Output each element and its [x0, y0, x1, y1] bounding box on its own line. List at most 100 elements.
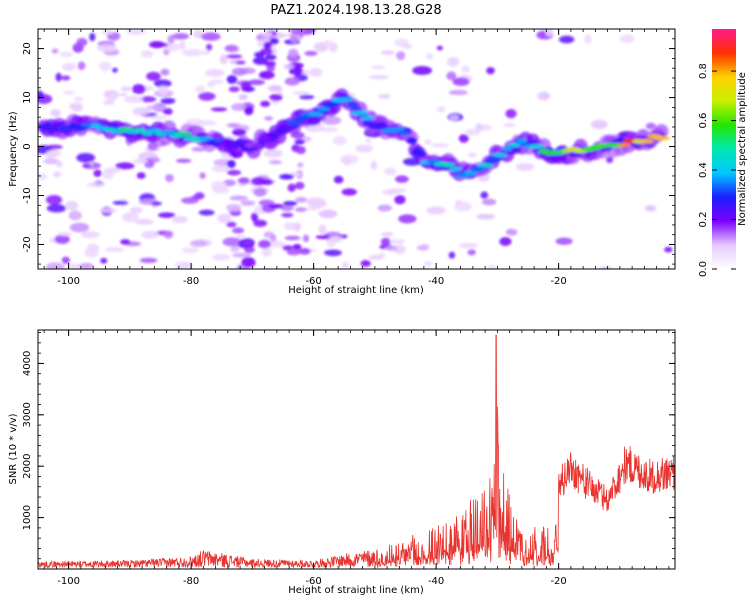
spectrogram-noise-cell — [209, 79, 225, 85]
spectrogram-noise-cell — [288, 48, 299, 58]
spectrogram-noise-cell — [286, 248, 301, 256]
spectrogram-ridge-core — [317, 106, 330, 112]
spectrogram-noise-cell — [449, 114, 460, 121]
spectrogram-noise-cell — [423, 261, 433, 267]
spectrogram-x-tick-label: -40 — [428, 276, 444, 287]
spectrogram-ridge-core — [529, 144, 545, 149]
spectrogram-noise-cell — [319, 127, 339, 133]
spectrogram-noise-cell — [288, 67, 304, 75]
spectrogram-noise-cell — [82, 163, 92, 169]
spectrogram-noise-cell — [198, 209, 215, 216]
spectrogram-noise-cell — [308, 67, 323, 77]
spectrogram-noise-cell — [294, 181, 305, 190]
spectrogram-ridge-core — [68, 123, 79, 129]
spectrogram-noise-cell — [112, 200, 129, 206]
spectrogram-noise-cell — [448, 251, 456, 259]
spectrogram-noise-cell — [232, 252, 252, 258]
spectrogram-ridge-core — [652, 135, 671, 141]
spectrogram-noise-cell — [381, 232, 394, 237]
spectrogram-noise-cell — [298, 247, 311, 255]
spectrogram-noise-cell — [53, 171, 62, 178]
spectrogram-noise-cell — [160, 68, 170, 76]
spectrogram-noise-cell — [458, 134, 469, 143]
spectrogram-noise-cell — [318, 209, 338, 219]
spectrogram-noise-cell — [232, 128, 247, 137]
spectrogram-noise-cell — [283, 64, 295, 69]
snr-x-axis-label: Height of straight line (km) — [288, 585, 424, 596]
snr-x-tick-label: -40 — [428, 576, 444, 587]
spectrogram-ridge-core — [492, 152, 508, 158]
spectrogram-noise-cell — [537, 91, 551, 101]
spectrogram-noise-cell — [139, 96, 157, 103]
spectrogram-noise-cell — [104, 89, 120, 100]
spectrogram-noise-cell — [464, 128, 481, 136]
spectrogram-noise-cell — [297, 162, 304, 168]
snr-x-tick-label: -60 — [305, 576, 321, 587]
spectrogram-noise-cell — [270, 234, 277, 243]
spectrogram-noise-cell — [283, 221, 296, 231]
spectrogram-noise-cell — [84, 247, 99, 258]
spectrogram-noise-cell — [120, 86, 132, 92]
spectrogram-noise-cell — [100, 257, 108, 264]
spectrogram-noise-cell — [240, 200, 256, 206]
spectrogram-ridge-core — [176, 131, 192, 137]
spectrogram-noise-cell — [210, 107, 228, 112]
spectrogram-noise-cell — [56, 160, 63, 168]
spectrogram-x-tick-label: -100 — [57, 276, 80, 287]
spectrogram-x-tick-label: -60 — [305, 276, 321, 287]
spectrogram-noise-cell — [163, 231, 173, 239]
spectrogram-ridge-core — [463, 170, 478, 176]
spectrogram-noise-cell — [237, 177, 250, 184]
spectrogram-noise-cell — [45, 194, 63, 205]
spectrogram-noise-cell — [368, 75, 389, 80]
spectrogram-ridge-core — [259, 136, 270, 142]
spectrogram-noise-cell — [258, 70, 275, 80]
spectrogram-noise-cell — [294, 139, 306, 145]
spectrogram-noise-cell — [584, 34, 592, 44]
spectrogram-noise-cell — [396, 51, 406, 61]
spectrogram-y-tick-label: 0 — [22, 143, 33, 149]
spectrogram-noise-cell — [191, 146, 206, 152]
snr-x-tick-label: -80 — [183, 576, 199, 587]
colorbar-ticks: 0.0 0.2 0.4 0.6 0.8 — [698, 63, 736, 277]
spectrogram-noise-cell — [290, 29, 305, 35]
spectrogram-noise-cell — [360, 260, 371, 267]
spectrogram-noise-cell — [71, 102, 83, 113]
spectrogram-noise-cell — [160, 97, 176, 105]
spectrogram-noise-cell — [77, 61, 86, 71]
spectrogram-ridge-core — [501, 146, 513, 152]
spectrogram-ridge-core — [639, 138, 654, 144]
spectrogram-noise-cell — [505, 109, 517, 119]
colorbar: 0.0 0.2 0.4 0.6 0.8 Normalized spectral ampl… — [698, 29, 748, 277]
spectrogram-noise-cell — [165, 174, 174, 183]
spectrogram-noise-cell — [167, 34, 175, 44]
spectrogram-noise-cell — [284, 77, 300, 86]
spectrogram-noise-cell — [131, 84, 146, 95]
spectrogram-noise-cell — [644, 205, 657, 212]
spectrogram-noise-cell — [287, 183, 296, 192]
spectrogram-noise-cell — [73, 96, 84, 102]
snr-y-tick-label: 1000 — [22, 505, 33, 530]
spectrogram-noise-cell — [226, 221, 237, 228]
spectrogram-y-tick-label: 20 — [22, 42, 33, 55]
spectrogram-noise-cell — [51, 48, 59, 54]
spectrogram-ridge-core — [251, 143, 264, 148]
colorbar-tick-label: 0.6 — [698, 113, 709, 129]
spectrogram-noise-cell — [157, 85, 169, 96]
spectrogram-noise-cell — [263, 41, 273, 50]
spectrogram-noise-cell — [341, 188, 357, 196]
spectrogram-noise-cell — [153, 79, 172, 88]
spectrogram-noise-cell — [313, 197, 321, 206]
spectrogram-noise-cell — [158, 212, 176, 218]
spectrogram-noise-cell — [62, 62, 77, 72]
spectrogram-noise-cell — [61, 75, 71, 81]
spectrogram-ridge-core — [294, 116, 309, 121]
snr-y-tick-label: 3000 — [22, 402, 33, 427]
spectrogram-noise-cell — [93, 169, 102, 177]
spectrogram-y-tick-label: -20 — [22, 236, 33, 252]
spectrogram-noise-cell — [181, 247, 199, 254]
spectrogram-noise-cell — [103, 99, 116, 105]
spectrogram-noise-cell — [67, 263, 83, 269]
spectrogram-noise-cell — [304, 50, 318, 56]
